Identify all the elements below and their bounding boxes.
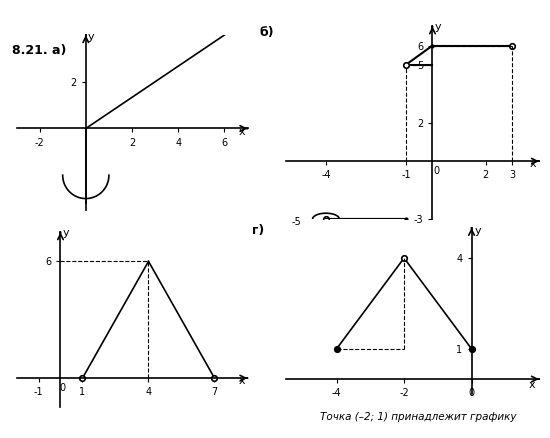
Text: -5: -5 <box>292 217 301 227</box>
Text: x: x <box>529 380 536 390</box>
Text: y: y <box>88 32 95 42</box>
Text: г): г) <box>252 224 265 237</box>
Text: 0: 0 <box>433 166 439 176</box>
Text: Точка (–2; 1) принадлежит графику: Точка (–2; 1) принадлежит графику <box>320 413 516 423</box>
Text: y: y <box>63 228 69 238</box>
Text: x: x <box>239 376 245 386</box>
Text: x: x <box>239 127 245 138</box>
Text: б): б) <box>260 26 274 39</box>
Text: y: y <box>435 22 442 32</box>
Text: 0: 0 <box>59 383 66 393</box>
Text: 8.21. а): 8.21. а) <box>12 44 66 57</box>
Text: x: x <box>530 159 536 169</box>
Text: y: y <box>475 226 482 236</box>
